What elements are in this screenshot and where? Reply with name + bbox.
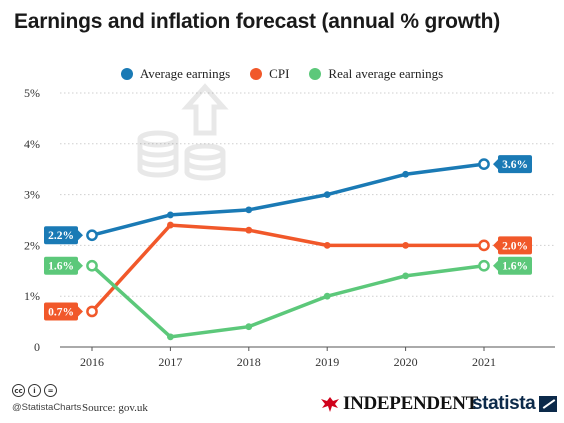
data-labels: 2.2% 3.6% 0.7% 2.0% 1.6% 1.6%	[44, 155, 532, 321]
data-point-cpi	[245, 226, 253, 234]
source-note: Source: gov.uk	[82, 402, 148, 414]
x-tick-label: 2021	[472, 355, 496, 369]
data-label-text: 1.6%	[502, 261, 528, 273]
statista-mark-icon	[539, 396, 558, 412]
eagle-icon	[321, 397, 339, 412]
series-lines	[86, 158, 490, 341]
y-axis-ticks: 0 1% 2% 3% 4% 5%	[24, 86, 40, 354]
legend-marker-real-average-earnings	[309, 68, 322, 80]
data-label-text: 0.7%	[48, 306, 74, 318]
line-chart: 0 1% 2% 3% 4% 5% 2016 2017 2018 2019 2020 2021 2.2…	[24, 83, 555, 369]
data-point-cpi	[167, 221, 174, 229]
x-tick-label: 2019	[315, 355, 339, 369]
data-label-box	[498, 236, 532, 255]
data-point-real-average-earnings	[86, 259, 98, 272]
data-label-box	[498, 155, 532, 174]
data-point-average-earnings	[478, 158, 490, 170]
data-label-pointer	[493, 240, 498, 251]
x-tick-label: 2018	[237, 355, 261, 369]
x-tick-label: 2020	[394, 355, 418, 369]
data-label-real-average-earnings-end: 1.6%	[493, 256, 532, 275]
y-tick-label: 3%	[24, 188, 40, 202]
x-tick-label: 2017	[158, 355, 182, 369]
y-tick-label: 5%	[24, 86, 40, 100]
data-point-average-earnings	[323, 191, 331, 199]
x-tick-label: 2016	[80, 355, 104, 369]
data-label-text: 3.6%	[502, 159, 528, 171]
data-label-box	[44, 302, 78, 321]
independent-wordmark: INDEPENDENT	[343, 393, 478, 414]
cc-icon: cc	[12, 384, 25, 397]
data-point-cpi	[402, 242, 409, 249]
by-icon: i	[28, 384, 41, 397]
data-label-pointer	[78, 260, 83, 271]
coins-arrow-icon	[137, 83, 229, 181]
data-label-average-earnings-start: 2.2%	[44, 226, 83, 245]
y-tick-label: 1%	[24, 289, 40, 303]
data-point-real-average-earnings	[402, 272, 409, 280]
gridlines	[60, 92, 555, 348]
y-tick-label: 0	[34, 340, 40, 354]
data-label-real-average-earnings-start: 1.6%	[44, 256, 83, 275]
data-label-box	[498, 256, 532, 275]
data-label-text: 2.0%	[502, 240, 528, 252]
data-label-pointer	[78, 306, 83, 317]
data-point-real-average-earnings	[323, 292, 331, 300]
series-line-cpi	[90, 223, 486, 314]
data-label-box	[44, 256, 78, 275]
legend-item-average-earnings: Average earnings	[120, 63, 231, 85]
legend-marker-average-earnings	[120, 68, 133, 80]
data-label-text: 1.6%	[48, 261, 74, 273]
chart-title: Earnings and inflation forecast (annual …	[14, 10, 501, 33]
chart-legend: Average earnings CPI Real average earnin…	[0, 63, 564, 85]
data-point-cpi	[478, 239, 490, 252]
legend-label-real-average-earnings: Real average earnings	[328, 66, 444, 81]
data-label-average-earnings-end: 3.6%	[493, 155, 532, 174]
data-point-real-average-earnings	[167, 333, 174, 341]
legend-marker-cpi	[250, 68, 263, 80]
independent-logo: INDEPENDENT	[320, 393, 478, 415]
y-tick-label: 2%	[24, 238, 40, 252]
data-label-text: 2.2%	[48, 230, 74, 242]
data-label-pointer	[493, 159, 498, 170]
series-line-average-earnings	[90, 162, 486, 237]
legend-label-cpi: CPI	[269, 66, 290, 81]
data-label-box	[44, 226, 78, 245]
data-point-cpi	[86, 305, 98, 318]
legend-item-cpi: CPI	[250, 63, 289, 85]
statista-charts-credit[interactable]: @StatistaCharts	[12, 402, 82, 413]
legend-item-real-average-earnings: Real average earnings	[309, 63, 443, 85]
data-label-pointer	[493, 260, 498, 271]
legend-label-average-earnings: Average earnings	[139, 66, 231, 81]
y-tick-label: 4%	[24, 137, 40, 151]
data-label-cpi-start: 0.7%	[44, 302, 83, 321]
footer: cc i = @StatistaCharts Source: gov.uk IN…	[0, 380, 564, 423]
statista-logo: statista	[472, 393, 558, 415]
data-point-average-earnings	[167, 211, 174, 219]
data-point-cpi	[323, 242, 331, 249]
license-icons: cc i =	[12, 384, 57, 397]
data-point-average-earnings	[402, 170, 409, 178]
data-label-cpi-end: 2.0%	[493, 236, 532, 255]
data-point-average-earnings	[245, 206, 253, 214]
data-label-pointer	[78, 230, 83, 241]
data-point-real-average-earnings	[478, 259, 490, 272]
nd-icon: =	[44, 384, 57, 397]
data-point-average-earnings	[86, 229, 98, 242]
statista-wordmark: statista	[472, 393, 536, 414]
x-axis-ticks: 2016 2017 2018 2019 2020 2021	[80, 347, 496, 369]
data-point-real-average-earnings	[245, 323, 253, 331]
series-line-real-average-earnings	[90, 263, 486, 339]
